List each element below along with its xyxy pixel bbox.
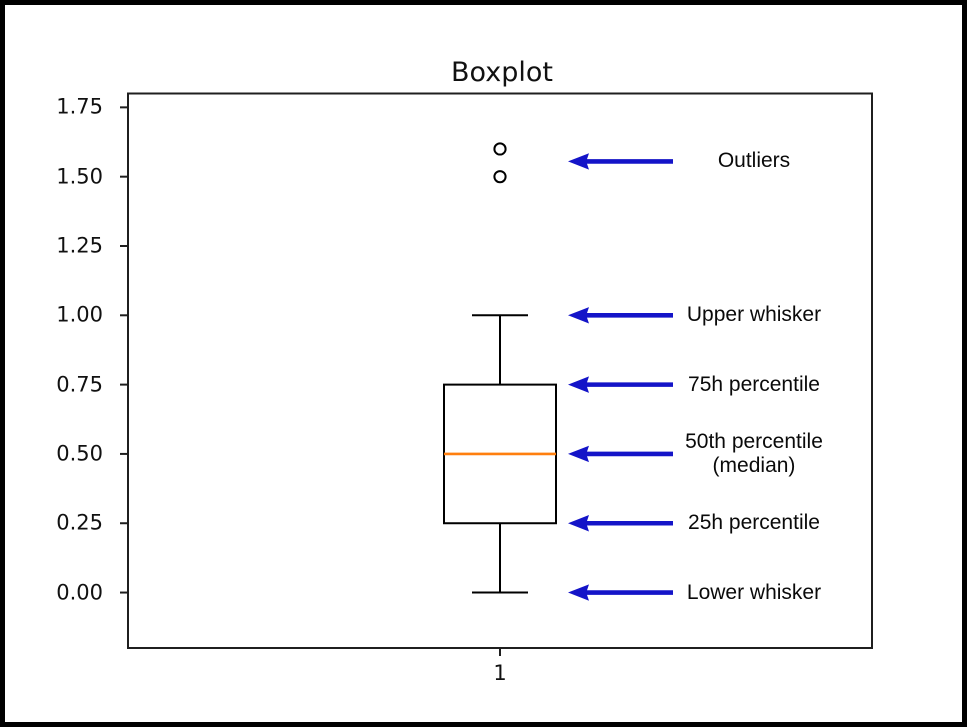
annotation-arrow xyxy=(568,153,673,170)
annotation-arrow xyxy=(568,307,673,324)
annotation-label: Upper whisker xyxy=(686,303,822,327)
y-tick-label: 1.25 xyxy=(56,233,103,258)
y-tick-label: 0.50 xyxy=(56,441,103,466)
chart-title: Boxplot xyxy=(451,57,553,88)
annotation-label: 25h percentile xyxy=(688,511,820,535)
annotation-arrow xyxy=(568,584,673,601)
annotation-label: 75h percentile xyxy=(688,372,820,396)
y-tick-label: 0.00 xyxy=(56,580,103,605)
annotation-arrow xyxy=(568,515,673,532)
y-tick-label: 0.25 xyxy=(56,510,103,535)
outlier-marker xyxy=(493,170,507,184)
y-tick-label: 0.75 xyxy=(56,372,103,397)
annotation-label: 50th percentile (median) xyxy=(685,429,823,477)
y-tick-label: 1.50 xyxy=(56,164,103,189)
annotation-label: Outliers xyxy=(717,149,791,173)
boxplot-canvas xyxy=(120,92,873,656)
y-tick-label: 1.75 xyxy=(56,94,103,119)
outlier-marker xyxy=(493,142,507,156)
annotation-arrow xyxy=(568,445,673,463)
annotation-arrow xyxy=(568,376,673,393)
annotation-label: Lower whisker xyxy=(686,580,822,604)
y-tick-label: 1.00 xyxy=(56,302,103,327)
x-tick-label: 1 xyxy=(493,661,507,685)
